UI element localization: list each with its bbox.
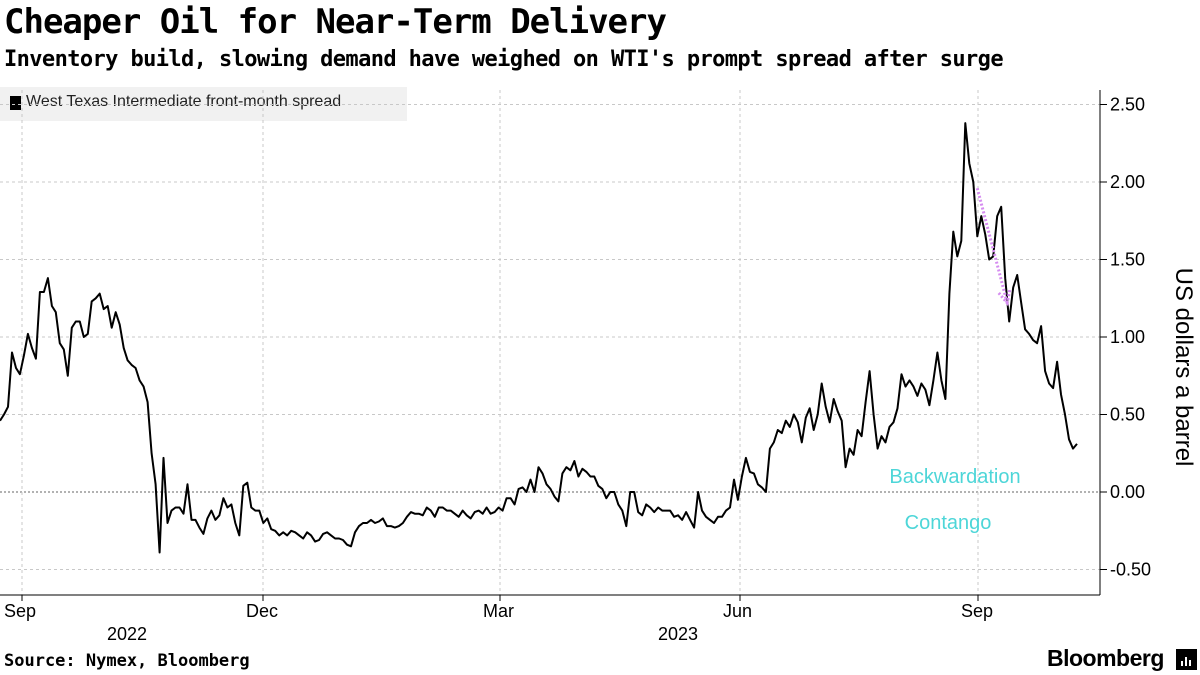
y-axis-label: US dollars a barrel — [1170, 268, 1197, 467]
y-tick-label: 2.50 — [1110, 95, 1145, 115]
annotation-contango: Contango — [905, 512, 992, 534]
y-tick-label: 1.00 — [1110, 327, 1145, 347]
x-tick-label: Mar — [483, 601, 514, 621]
series-line — [0, 122, 1078, 554]
x-tick-label: Dec — [246, 601, 278, 621]
y-tick-label: 2.00 — [1110, 172, 1145, 192]
bloomberg-logo: Bloomberg — [1047, 645, 1164, 671]
chart-subtitle: Inventory build, slowing demand have wei… — [4, 47, 1004, 72]
x-year-label: 2022 — [107, 624, 147, 644]
x-tick-label: Sep — [961, 601, 993, 621]
trend-arrow-head — [997, 289, 1012, 307]
y-tick-label: -0.50 — [1110, 560, 1151, 580]
source-note: Source: Nymex, Bloomberg — [4, 651, 250, 671]
legend-label: West Texas Intermediate front-month spre… — [26, 93, 342, 110]
annotation-backwardation: Backwardation — [889, 466, 1020, 488]
y-tick-label: 0.00 — [1110, 482, 1145, 502]
chart-title: Cheaper Oil for Near-Term Delivery — [4, 2, 667, 42]
y-tick-label: 1.50 — [1110, 250, 1145, 270]
x-tick-label: Sep — [4, 601, 36, 621]
y-tick-label: 0.50 — [1110, 405, 1145, 425]
legend-swatch — [10, 96, 21, 110]
x-tick-label: Jun — [723, 601, 752, 621]
bloomberg-chart-icon — [1176, 649, 1197, 670]
x-year-label: 2023 — [658, 624, 698, 644]
